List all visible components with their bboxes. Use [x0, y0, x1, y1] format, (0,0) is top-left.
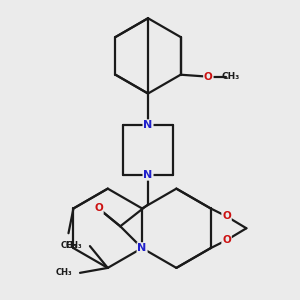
Text: O: O [222, 235, 231, 245]
Text: N: N [143, 170, 153, 180]
Text: O: O [204, 72, 213, 82]
Text: CH₃: CH₃ [56, 268, 72, 278]
Text: CH₃: CH₃ [60, 241, 77, 250]
Text: N: N [137, 243, 147, 253]
Text: N: N [143, 120, 153, 130]
Text: O: O [222, 212, 231, 221]
Text: O: O [94, 203, 103, 214]
Text: CH₃: CH₃ [65, 241, 82, 250]
Text: CH₃: CH₃ [221, 72, 239, 81]
